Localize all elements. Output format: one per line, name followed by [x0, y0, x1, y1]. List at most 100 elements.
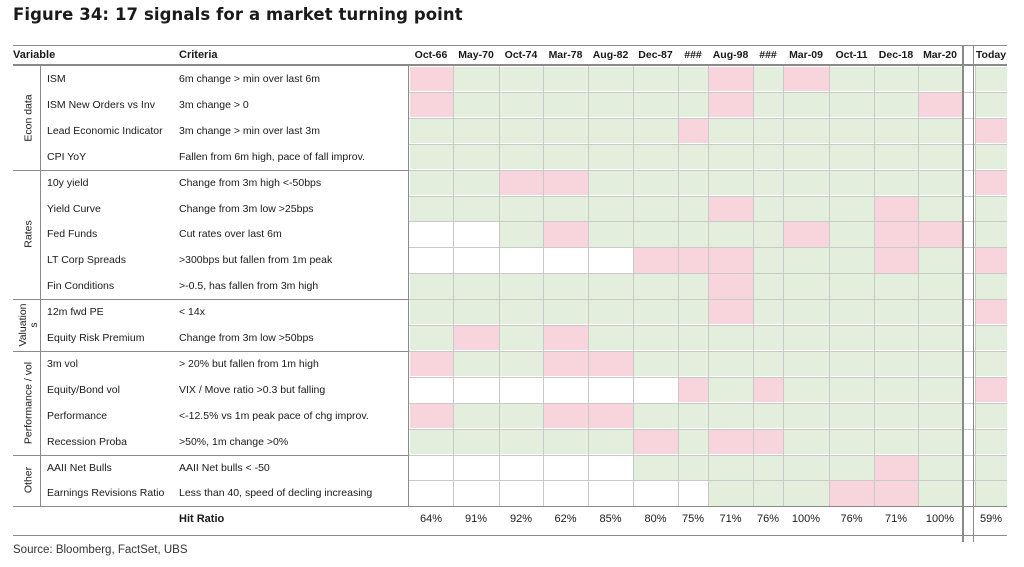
- footer-rule: [13, 535, 1007, 536]
- signal-cell: [543, 66, 588, 92]
- signal-cell: [678, 92, 708, 118]
- grid-line: [753, 66, 754, 507]
- signal-cell: [829, 455, 874, 480]
- signal-cell: [753, 325, 783, 351]
- signal-cell: [678, 118, 708, 144]
- signal-cell: [975, 325, 1007, 351]
- signal-cell: [874, 273, 918, 299]
- signal-cell: [975, 429, 1007, 454]
- column-header: ###: [759, 49, 777, 61]
- signal-cell: [829, 196, 874, 221]
- grid-line: [678, 66, 679, 507]
- signal-cell: [588, 221, 633, 247]
- variable-name: Equity Risk Premium: [47, 332, 145, 344]
- signal-cell: [543, 144, 588, 170]
- grid-line: [543, 66, 544, 507]
- column-header: Mar-09: [789, 49, 823, 61]
- column-header: Oct-11: [835, 49, 868, 61]
- signal-cell: [783, 325, 829, 351]
- signal-cell: [753, 144, 783, 170]
- signal-cell: [633, 221, 678, 247]
- signal-cell: [975, 144, 1007, 170]
- signal-cell: [829, 92, 874, 118]
- signal-cell: [874, 247, 918, 273]
- signal-cell: [678, 170, 708, 195]
- column-header: Aug-98: [712, 49, 749, 61]
- signal-cell: [975, 66, 1007, 92]
- signal-cell: [499, 92, 543, 118]
- column-header: Mar-78: [548, 49, 583, 61]
- grid-line: [633, 66, 634, 507]
- variable-name: 12m fwd PE: [47, 306, 104, 319]
- signal-cell: [544, 377, 588, 402]
- group-label: Performance / vol: [22, 351, 36, 455]
- grid-line: [409, 428, 1007, 430]
- signal-cell: [678, 403, 708, 429]
- signal-cell: [829, 403, 874, 429]
- signal-cell: [975, 455, 1007, 480]
- signal-cell: [678, 273, 708, 299]
- signal-cell: [753, 455, 783, 480]
- signal-cell: [453, 351, 499, 377]
- grid-line: [409, 299, 1007, 301]
- signal-cell: [708, 247, 753, 273]
- signal-cell: [783, 92, 829, 118]
- group-label: Econ data: [22, 66, 36, 170]
- signal-cell: [829, 299, 874, 325]
- signal-cell: [633, 170, 678, 195]
- criteria-text: Change from 3m low >25bps: [179, 202, 314, 215]
- signal-cell: [783, 377, 829, 403]
- signal-cell: [633, 144, 678, 170]
- signal-cell: [409, 118, 453, 144]
- hit-ratio-value: 71%: [719, 513, 742, 525]
- signal-cell: [588, 118, 633, 144]
- signal-cell: [708, 221, 753, 247]
- signal-cell: [918, 170, 962, 195]
- signal-cell: [678, 377, 708, 403]
- column-header: Today: [975, 49, 1007, 61]
- signal-cell: [633, 247, 678, 273]
- variable-name: Lead Economic Indicator: [47, 124, 163, 137]
- group-label-text: Performance / vol: [22, 361, 35, 444]
- signal-cell: [918, 144, 962, 170]
- signal-cell: [409, 351, 453, 377]
- grid-line: [409, 454, 1007, 456]
- signal-cell: [829, 377, 874, 403]
- criteria-text: 3m change > min over last 3m: [179, 124, 320, 137]
- signal-cell: [409, 92, 453, 118]
- signal-cell: [409, 429, 453, 454]
- source-note: Source: Bloomberg, FactSet, UBS: [13, 544, 188, 556]
- chart-title: Figure 34: 17 signals for a market turni…: [13, 5, 463, 24]
- signal-cell: [588, 170, 633, 195]
- grid-line: [409, 325, 1007, 326]
- column-header: Dec-87: [638, 49, 673, 61]
- signal-cell: [544, 248, 588, 273]
- signal-cell: [500, 481, 543, 506]
- signal-cell: [589, 377, 633, 402]
- group-divider: [13, 169, 409, 171]
- signal-cell: [874, 66, 918, 92]
- grid-line: [874, 66, 875, 507]
- signal-cell: [708, 429, 753, 454]
- signal-cell: [499, 66, 543, 92]
- signal-cell: [588, 325, 633, 351]
- signal-cell: [783, 351, 829, 377]
- signal-cell: [753, 403, 783, 429]
- signal-cell: [753, 480, 783, 506]
- signal-cell: [410, 222, 453, 247]
- signal-cell: [453, 92, 499, 118]
- signal-cell: [975, 403, 1007, 429]
- signal-cell: [499, 196, 543, 221]
- hit-ratio-value: 59%: [979, 513, 1003, 525]
- signal-cell: [829, 247, 874, 273]
- signal-cell: [678, 247, 708, 273]
- signal-cell: [453, 144, 499, 170]
- signal-cell: [453, 170, 499, 195]
- signal-cell: [975, 377, 1007, 403]
- signal-cell: [543, 92, 588, 118]
- signal-cell: [633, 196, 678, 221]
- signal-cell: [874, 455, 918, 480]
- signal-cell: [708, 403, 753, 429]
- criteria-text: 6m change > min over last 6m: [179, 73, 320, 85]
- signal-cell: [829, 118, 874, 144]
